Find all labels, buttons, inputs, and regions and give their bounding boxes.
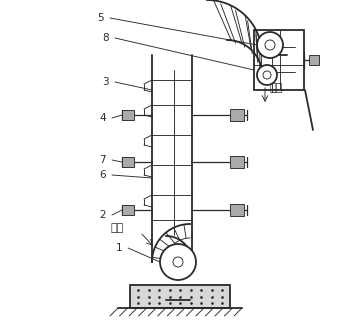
Circle shape	[263, 71, 271, 79]
Bar	[230, 109, 244, 121]
Bar	[254, 30, 304, 90]
Text: 4: 4	[100, 113, 106, 123]
Bar	[122, 157, 134, 167]
Bar	[122, 110, 134, 120]
Circle shape	[257, 32, 283, 58]
Text: 3: 3	[102, 77, 109, 87]
Circle shape	[160, 244, 196, 280]
Text: 5: 5	[97, 13, 104, 23]
Text: 6: 6	[100, 170, 106, 180]
Text: 2: 2	[100, 210, 106, 220]
Text: 7: 7	[100, 155, 106, 165]
Bar	[122, 205, 134, 215]
Text: 出料: 出料	[270, 83, 283, 93]
Bar	[130, 285, 230, 308]
Bar	[309, 55, 319, 65]
Bar	[230, 204, 244, 216]
Bar	[230, 156, 244, 168]
Text: 8: 8	[102, 33, 109, 43]
Circle shape	[257, 65, 277, 85]
Circle shape	[265, 40, 275, 50]
Text: 入料: 入料	[110, 223, 123, 233]
Circle shape	[173, 257, 183, 267]
Text: 1: 1	[115, 243, 122, 253]
